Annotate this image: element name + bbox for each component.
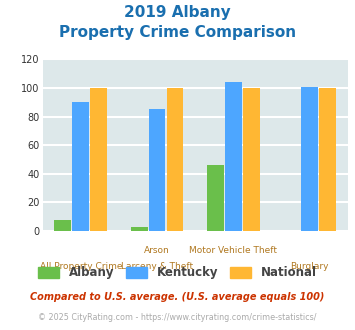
Bar [166,88,184,231]
Bar [149,110,165,231]
Bar [72,102,89,231]
Text: Compared to U.S. average. (U.S. average equals 100): Compared to U.S. average. (U.S. average … [30,292,325,302]
Bar [301,86,318,231]
Bar [225,82,242,231]
Text: © 2025 CityRating.com - https://www.cityrating.com/crime-statistics/: © 2025 CityRating.com - https://www.city… [38,313,317,322]
Bar [207,165,224,231]
Bar [54,219,71,231]
Bar [90,88,107,231]
Bar [243,88,260,231]
Text: Arson: Arson [144,246,170,255]
Text: Burglary: Burglary [290,262,329,271]
Text: 2019 Albany: 2019 Albany [124,5,231,20]
Bar [131,227,148,231]
Bar [319,88,336,231]
Text: Property Crime Comparison: Property Crime Comparison [59,25,296,40]
Text: Motor Vehicle Theft: Motor Vehicle Theft [190,246,277,255]
Text: All Property Crime: All Property Crime [39,262,122,271]
Legend: Albany, Kentucky, National: Albany, Kentucky, National [33,262,322,284]
Text: Larceny & Theft: Larceny & Theft [121,262,193,271]
